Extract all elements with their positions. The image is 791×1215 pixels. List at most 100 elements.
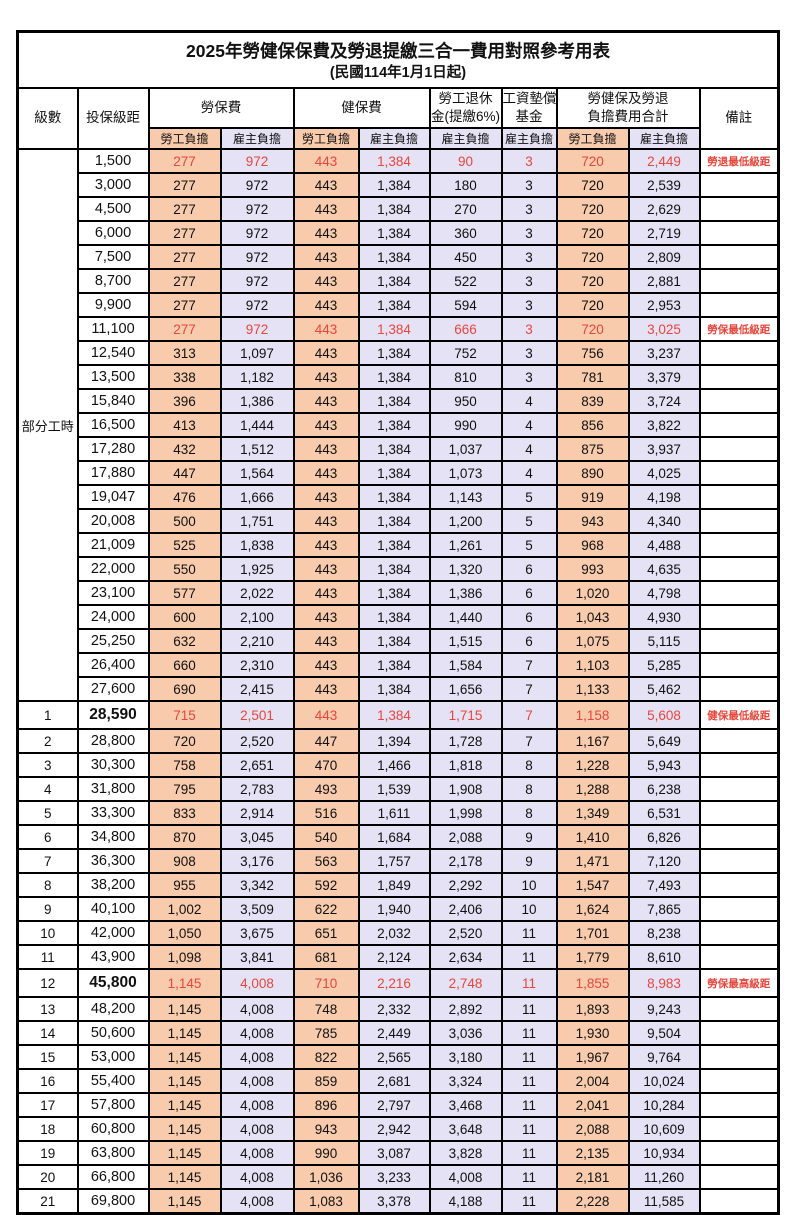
value-cell: 2,881 <box>627 268 701 294</box>
value-cell: 1,515 <box>428 628 503 654</box>
header-pension-line2: 金(提繳6%) <box>430 109 500 124</box>
bracket-cell: 31,800 <box>76 776 150 802</box>
remark-cell <box>698 412 780 438</box>
bracket-cell: 27,600 <box>76 676 150 702</box>
value-cell: 413 <box>147 412 222 438</box>
value-cell: 270 <box>428 196 503 222</box>
value-cell: 2,629 <box>627 196 701 222</box>
bracket-cell: 19,047 <box>76 484 150 510</box>
value-cell: 1,043 <box>555 604 630 630</box>
value-cell: 1,145 <box>147 1068 222 1094</box>
value-cell: 1,838 <box>219 532 295 558</box>
value-cell: 11 <box>500 1164 558 1190</box>
value-cell: 443 <box>292 556 360 582</box>
table-row: 17 57,800 1,145 4,008 896 2,797 3,468 11 2,041 10… <box>16 1092 780 1118</box>
table-row: 23,100 577 2,022 443 1,384 1,386 6 1,020 4,798 <box>18 580 780 606</box>
value-cell: 1,930 <box>555 1020 630 1046</box>
table-title-block: 2025年勞健保保費及勞退提繳三合一費用對照參考用表 (民國114年1月1日起) <box>16 30 780 89</box>
value-cell: 781 <box>555 364 630 390</box>
value-cell: 1,440 <box>428 604 503 630</box>
value-cell: 1,103 <box>555 652 630 678</box>
subheader-total-employee: 勞工負擔 <box>555 127 630 150</box>
value-cell: 10 <box>500 872 558 898</box>
value-cell: 632 <box>147 628 222 654</box>
value-cell: 11 <box>500 1068 558 1094</box>
value-cell: 1,384 <box>357 508 431 534</box>
bracket-cell: 13,500 <box>76 364 150 390</box>
table-row: 19,047 476 1,666 443 1,384 1,143 5 919 4,198 <box>18 484 780 510</box>
value-cell: 3,841 <box>219 944 295 970</box>
value-cell: 443 <box>292 580 360 606</box>
value-cell: 11,260 <box>627 1164 701 1190</box>
bracket-cell: 45,800 <box>76 968 150 998</box>
bracket-cell: 22,000 <box>76 556 150 582</box>
value-cell: 1,998 <box>428 800 503 826</box>
table-row: 3 30,300 758 2,651 470 1,466 1,818 8 1,228 5,943 <box>16 752 780 778</box>
value-cell: 1,083 <box>292 1188 360 1215</box>
table-row: 22,000 550 1,925 443 1,384 1,320 6 993 4,635 <box>18 556 780 582</box>
table-row: 部分工時 1,500 277 972 443 1,384 90 3 720 2,449 勞退最低級距 <box>16 148 780 702</box>
table-row: 1 28,590 715 2,501 443 1,384 1,715 7 1,158 5,608 健… <box>16 700 780 730</box>
subheader-labor-employer: 雇主負擔 <box>219 127 295 150</box>
value-cell: 6 <box>500 604 558 630</box>
bracket-cell: 17,280 <box>76 436 150 462</box>
value-cell: 4,008 <box>219 1164 295 1190</box>
table-row: 12 45,800 1,145 4,008 710 2,216 2,748 11 1,855 8,… <box>16 968 780 998</box>
value-cell: 470 <box>292 752 360 778</box>
value-cell: 3,180 <box>428 1044 503 1070</box>
value-cell: 1,512 <box>219 436 295 462</box>
level-cell: 14 <box>16 1020 79 1046</box>
value-cell: 3 <box>500 172 558 198</box>
value-cell: 3,509 <box>219 896 295 922</box>
value-cell: 7 <box>500 728 558 754</box>
value-cell: 2,310 <box>219 652 295 678</box>
table-row: 13,500 338 1,182 443 1,384 810 3 781 3,379 <box>18 364 780 390</box>
value-cell: 651 <box>292 920 360 946</box>
level-cell: 15 <box>16 1044 79 1070</box>
value-cell: 2,415 <box>219 676 295 702</box>
value-cell: 443 <box>292 484 360 510</box>
value-cell: 1,261 <box>428 532 503 558</box>
value-cell: 856 <box>555 412 630 438</box>
value-cell: 7,120 <box>627 848 701 874</box>
value-cell: 7,865 <box>627 896 701 922</box>
value-cell: 720 <box>555 148 630 174</box>
value-cell: 4,198 <box>627 484 701 510</box>
value-cell: 972 <box>219 244 295 270</box>
value-cell: 447 <box>147 460 222 486</box>
value-cell: 1,779 <box>555 944 630 970</box>
value-cell: 666 <box>428 316 503 342</box>
value-cell: 972 <box>219 196 295 222</box>
table-row: 12,540 313 1,097 443 1,384 752 3 756 3,237 <box>18 340 780 366</box>
value-cell: 5,115 <box>627 628 701 654</box>
remark-cell <box>698 728 780 754</box>
value-cell: 3 <box>500 148 558 174</box>
value-cell: 1,818 <box>428 752 503 778</box>
value-cell: 2,332 <box>357 996 431 1022</box>
value-cell: 443 <box>292 316 360 342</box>
bracket-cell: 7,500 <box>76 244 150 270</box>
value-cell: 4,008 <box>428 1164 503 1190</box>
value-cell: 2,088 <box>555 1116 630 1142</box>
value-cell: 4,025 <box>627 460 701 486</box>
header-group-row: 級數 投保級距 勞保費 健保費 勞工退休 金(提繳6%) 工資墊償 基金 勞健保… <box>16 87 780 150</box>
value-cell: 1,384 <box>357 148 431 174</box>
value-cell: 1,133 <box>555 676 630 702</box>
value-cell: 277 <box>147 268 222 294</box>
value-cell: 6,826 <box>627 824 701 850</box>
value-cell: 5,649 <box>627 728 701 754</box>
level-cell: 2 <box>16 728 79 754</box>
value-cell: 990 <box>292 1140 360 1166</box>
value-cell: 2,124 <box>357 944 431 970</box>
level-cell: 3 <box>16 752 79 778</box>
value-cell: 443 <box>292 148 360 174</box>
value-cell: 277 <box>147 292 222 318</box>
value-cell: 3,176 <box>219 848 295 874</box>
value-cell: 1,145 <box>147 1164 222 1190</box>
bracket-cell: 16,500 <box>76 412 150 438</box>
value-cell: 360 <box>428 220 503 246</box>
value-cell: 2,914 <box>219 800 295 826</box>
level-cell: 16 <box>16 1068 79 1094</box>
level-cell: 6 <box>16 824 79 850</box>
remark-cell <box>698 872 780 898</box>
